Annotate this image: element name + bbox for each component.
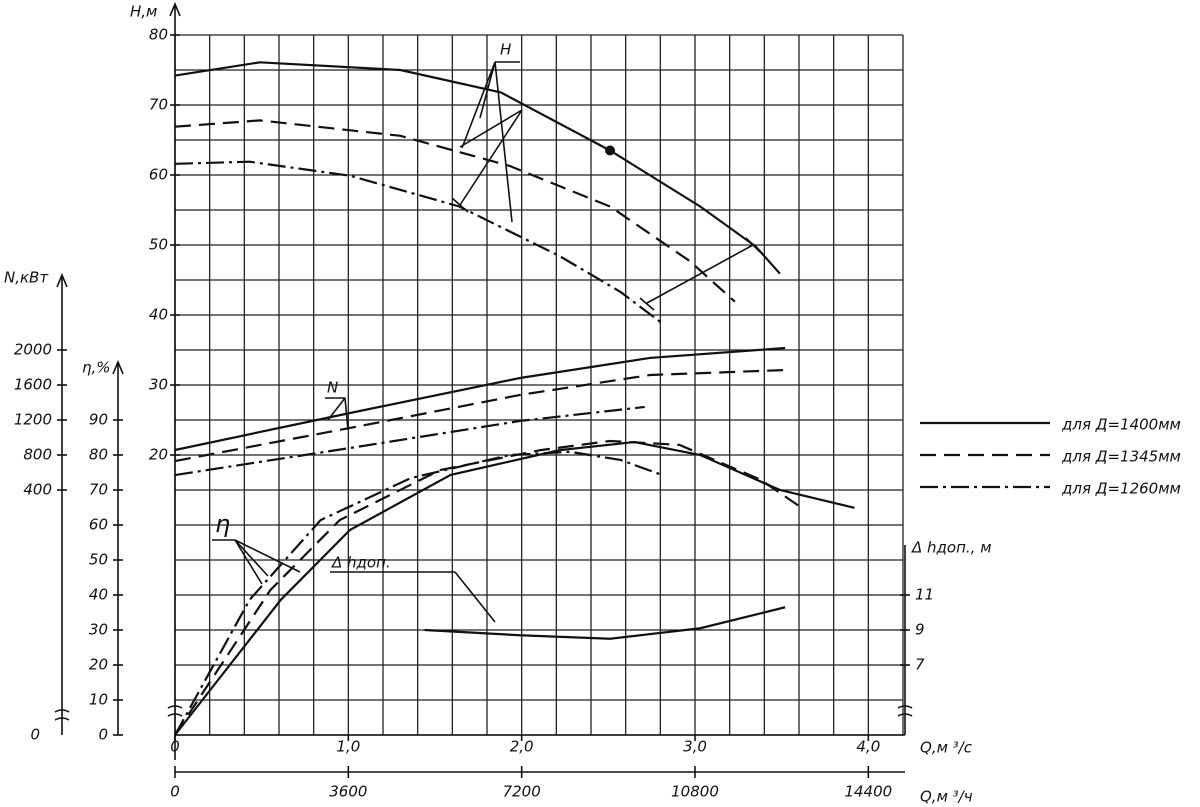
y-tick-label: 30 [89,621,108,639]
x-tick-label: 4,0 [856,738,880,756]
annotation: η [215,510,230,538]
y-tick-label: 90 [89,411,108,429]
curve [174,61,781,275]
y-tick-label: 1600 [14,376,52,394]
x-tick-label: 1,0 [336,738,360,756]
curve [174,439,802,736]
y-tick-label: 400 [23,481,52,499]
y-tick-label: 50 [149,236,168,254]
y-tick-label: 30 [149,376,168,394]
n-break-label: 0 [30,726,40,744]
x-tick-label: 0 [170,783,180,801]
eta-axis-label: η,% [82,359,111,377]
x-tick-label: 7200 [503,783,541,801]
y-tick-label: 70 [149,96,168,114]
annotation: N [327,379,338,397]
y-tick-label: 60 [89,516,108,534]
x-tick-label: 0 [170,738,180,756]
y-tick-label: 20 [149,446,168,464]
h-axis-label: H,м [130,3,157,21]
curve [174,346,786,452]
curve [424,606,786,640]
design-point [605,145,616,156]
y-tick-label: 80 [149,26,168,44]
curve [174,160,661,323]
y-tick-label: 1200 [14,411,52,429]
curve [174,440,855,736]
annotation: Δ hдоп. [331,554,391,572]
y-tick-label: 0 [98,726,108,744]
x2-axis-label: Q,м ³/ч [920,788,973,806]
eta-leader [212,539,301,585]
x-tick-label: 3,0 [683,738,707,756]
y-tick-label: 800 [23,446,52,464]
x-tick-label: 10800 [671,783,719,801]
curve [174,368,786,463]
axis-break [54,705,913,721]
y-tick-label: 11 [915,586,934,604]
y-tick-label: 40 [89,586,108,604]
n-axis-label: N,кВт [4,269,49,287]
y-tick-label: 10 [89,691,108,709]
h-axis [169,1,181,760]
h-leader [461,61,520,223]
y-tick-label: 60 [149,166,168,184]
dh-leader [330,571,496,623]
legend-label: для Д=1345мм [1061,448,1181,466]
x-tick-label: 3600 [329,783,367,801]
y-tick-label: 20 [89,656,108,674]
y-tick-label: 50 [89,551,108,569]
curve [174,405,645,477]
legend-label: для Д=1260мм [1061,480,1181,498]
x-tick-label: 2,0 [510,738,534,756]
y-tick-label: 2000 [14,341,52,359]
eta-axis [112,359,124,735]
range-line [451,109,761,311]
grid [174,34,904,736]
n-axis [56,272,68,735]
legend-label: для Д=1400мм [1061,416,1181,434]
y-tick-label: 9 [915,621,925,639]
y-tick-label: 70 [89,481,108,499]
annotation: H [500,41,511,59]
dh-axis-label: Δ hдоп., м [911,539,992,557]
curve [174,119,736,303]
y-tick-label: 80 [89,446,108,464]
y-tick-label: 40 [149,306,168,324]
curve [174,450,663,736]
y-tick-label: 7 [915,656,925,674]
x-axis-label: Q,м ³/с [920,739,973,757]
x-tick-label: 14400 [844,783,892,801]
